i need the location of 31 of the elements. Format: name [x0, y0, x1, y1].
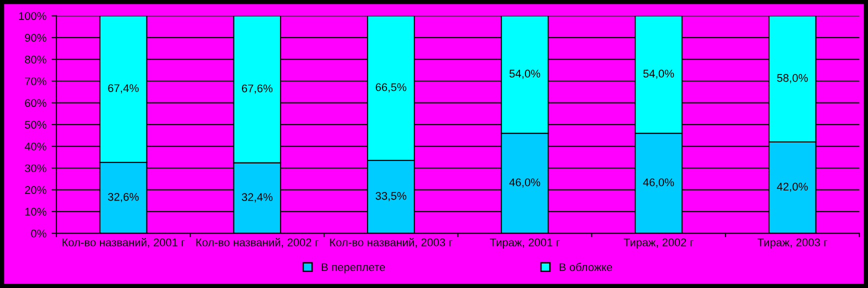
y-tick-label: 10%	[25, 208, 46, 216]
data-label: 33,5%	[376, 192, 406, 202]
data-label: 46,0%	[509, 178, 540, 188]
y-tick-label: 60%	[25, 99, 46, 107]
data-label: 67,6%	[242, 84, 273, 94]
y-tick-label: 50%	[24, 120, 46, 129]
data-label: 32,4%	[242, 193, 273, 202]
x-tick-label: Тираж, 2003 г	[758, 238, 828, 248]
y-tick-label: 100%	[19, 12, 46, 20]
x-tick-label: Кол-во названий, 2003 г	[330, 238, 452, 248]
y-tick-label: 90%	[24, 34, 46, 42]
y-tick-label: 0%	[31, 230, 46, 238]
x-tick-label: Тираж, 2002 г	[624, 238, 694, 248]
x-tick-label: Кол-во названий, 2001 г	[62, 238, 185, 248]
data-label: 42,0%	[776, 182, 808, 192]
data-label: 66,5%	[376, 83, 406, 92]
legend-label: В обложке	[560, 262, 612, 272]
x-tick-label: Тираж, 2001 г	[490, 238, 560, 248]
x-tick-label: Кол-во названий, 2002 г	[196, 238, 319, 248]
y-tick-label: 70%	[25, 77, 46, 86]
data-label: 54,0%	[509, 70, 540, 79]
y-tick-label: 80%	[24, 56, 46, 64]
legend-label: В переплете	[322, 263, 385, 274]
y-tick-label: 40%	[24, 142, 46, 150]
data-label: 54,0%	[643, 70, 674, 79]
data-label: 46,0%	[643, 178, 674, 188]
data-label: 58,0%	[777, 74, 808, 84]
data-label: 32,6%	[108, 192, 139, 202]
y-tick-label: 30%	[24, 164, 46, 172]
y-tick-label: 20%	[25, 186, 46, 194]
data-label: 67,4%	[108, 84, 139, 94]
